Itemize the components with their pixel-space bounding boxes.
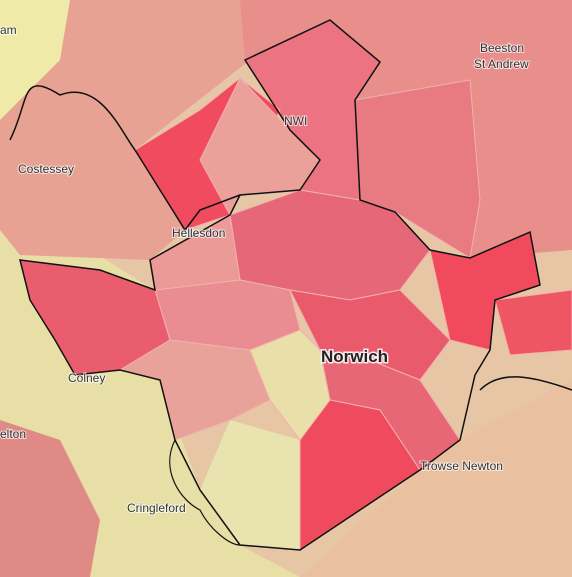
place-label: elton [0, 427, 26, 441]
labels: am Beeston St Andrew NWI Costessey Helle… [0, 22, 530, 516]
place-label: Colney [68, 371, 105, 385]
place-label: Hellesdon [172, 226, 225, 240]
place-label: Trowse Newton [420, 459, 503, 473]
place-label: NWI [284, 114, 307, 128]
place-label: am [0, 23, 17, 37]
place-label: Cringleford [127, 501, 186, 515]
place-label: St Andrew [474, 57, 529, 71]
place-label: Beeston [480, 41, 524, 55]
parish-boundary [169, 439, 241, 546]
place-label: Costessey [18, 162, 74, 176]
districts [19, 19, 572, 551]
place-label: Norwich [321, 347, 388, 366]
river [9, 85, 572, 391]
city-boundary [19, 19, 541, 551]
